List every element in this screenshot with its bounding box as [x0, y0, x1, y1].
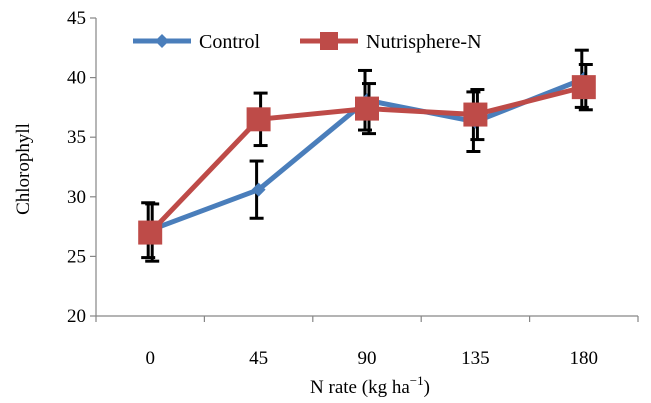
legend-item: Nutrisphere-N: [300, 31, 482, 53]
data-point: [463, 102, 488, 127]
x-axis-title-sup: −1: [410, 373, 424, 388]
y-tick-label: 40: [67, 68, 86, 89]
x-tick-label: 180: [570, 348, 599, 369]
data-point: [246, 107, 271, 132]
data-point: [251, 182, 266, 197]
series-1: [138, 62, 596, 263]
axes: [95, 18, 638, 317]
legend: Control Nutrisphere-N: [133, 31, 482, 53]
y-tick-label: 25: [67, 246, 86, 267]
legend-item: Control: [133, 31, 261, 53]
legend-swatch-marker: [155, 34, 169, 48]
data-point: [355, 96, 379, 121]
series-0: [141, 48, 591, 260]
legend-label: Control: [199, 31, 261, 53]
series-layer: [138, 48, 596, 263]
data-point: [138, 220, 163, 245]
x-tick-label: 135: [461, 348, 490, 369]
x-axis-title-main: N rate (kg ha: [310, 377, 410, 398]
x-ticks: 0 45 90 135 180: [95, 316, 639, 369]
y-tick-label: 20: [67, 306, 86, 327]
y-ticks: 20 25 30 35 40 45: [67, 8, 96, 327]
legend-swatch-marker: [320, 32, 338, 50]
x-tick-label: 45: [249, 348, 268, 369]
legend-label: Nutrisphere-N: [366, 31, 482, 53]
x-axis-title: N rate (kg ha−1): [310, 373, 430, 398]
y-tick-label: 35: [67, 127, 86, 148]
y-axis-title: Chlorophyll: [13, 123, 34, 215]
data-point: [571, 75, 596, 100]
y-tick-label: 30: [67, 187, 86, 208]
x-tick-label: 90: [358, 348, 377, 369]
y-tick-label: 45: [67, 8, 86, 29]
x-axis-title-close: ): [424, 377, 430, 398]
x-tick-label: 0: [145, 348, 155, 369]
